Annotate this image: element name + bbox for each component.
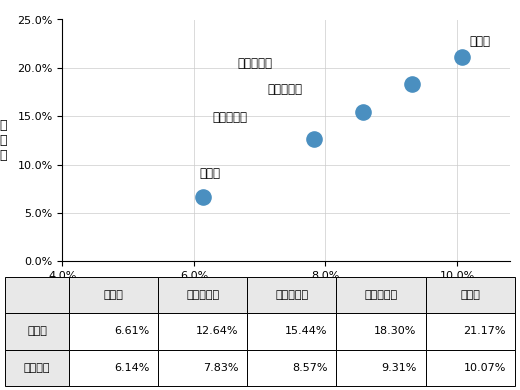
Text: バランス型: バランス型 — [275, 290, 308, 300]
Bar — [158, 313, 248, 350]
Bar — [425, 277, 515, 313]
Point — [458, 53, 466, 60]
Text: 9.31%: 9.31% — [381, 363, 417, 373]
Text: 慎重型: 慎重型 — [103, 290, 123, 300]
Text: 6.14%: 6.14% — [114, 363, 149, 373]
Text: 標準偏差: 標準偏差 — [24, 363, 50, 373]
Bar — [336, 277, 425, 313]
Text: 8.57%: 8.57% — [292, 363, 328, 373]
Point — [199, 194, 207, 200]
Text: 6.61%: 6.61% — [114, 326, 149, 337]
Bar — [425, 350, 515, 386]
Y-axis label: 収
益
率: 収 益 率 — [0, 119, 7, 162]
Bar — [425, 313, 515, 350]
Bar — [248, 313, 336, 350]
Bar — [5, 313, 69, 350]
Text: 慎重型: 慎重型 — [200, 167, 221, 180]
Bar — [158, 350, 248, 386]
Text: 12.64%: 12.64% — [196, 326, 238, 337]
X-axis label: 標準偏差: 標準偏差 — [269, 287, 303, 301]
Point — [310, 136, 318, 142]
Text: 18.30%: 18.30% — [374, 326, 417, 337]
Text: やや積極型: やや積極型 — [365, 290, 398, 300]
Text: やや慎重型: やや慎重型 — [186, 290, 219, 300]
Bar — [69, 350, 158, 386]
Text: 積極型: 積極型 — [470, 35, 490, 48]
Bar — [336, 313, 425, 350]
Text: 積極型: 積極型 — [460, 290, 480, 300]
Text: やや積極型: やや積極型 — [237, 57, 272, 70]
Text: 15.44%: 15.44% — [285, 326, 328, 337]
Bar — [5, 350, 69, 386]
Bar — [69, 313, 158, 350]
Point — [359, 109, 367, 115]
Bar — [336, 350, 425, 386]
Bar — [69, 277, 158, 313]
Point — [408, 81, 416, 87]
Bar — [158, 277, 248, 313]
Text: バランス型: バランス型 — [268, 83, 303, 96]
Text: やや慎重型: やや慎重型 — [212, 111, 248, 124]
Text: 10.07%: 10.07% — [463, 363, 506, 373]
Text: 収益率: 収益率 — [27, 326, 47, 337]
Text: 7.83%: 7.83% — [203, 363, 238, 373]
Bar — [248, 277, 336, 313]
Bar — [248, 350, 336, 386]
Bar — [5, 277, 69, 313]
Text: 21.17%: 21.17% — [463, 326, 506, 337]
